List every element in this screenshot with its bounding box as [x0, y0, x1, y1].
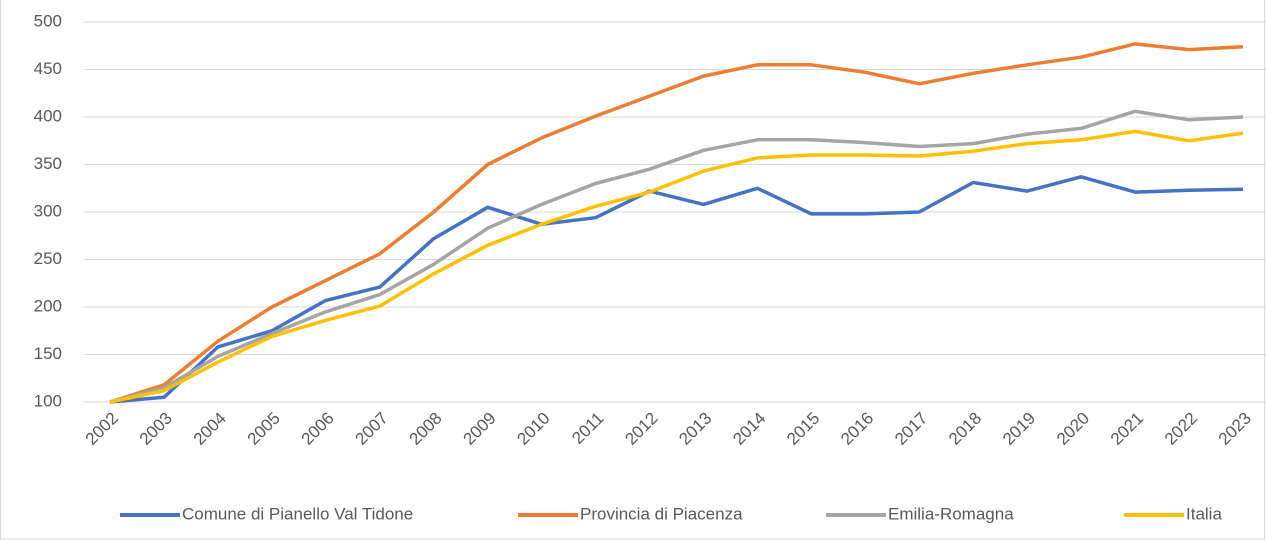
x-tick-label: 2010: [513, 409, 553, 449]
x-tick-label: 2017: [891, 409, 931, 449]
x-tick-label: 2015: [783, 409, 823, 449]
data-line: [109, 42, 1244, 404]
x-tick-label: 2020: [1053, 409, 1093, 449]
x-tick-label: 2006: [298, 409, 338, 449]
x-tick-label: 2023: [1215, 409, 1255, 449]
x-tick-label: 2016: [837, 409, 877, 449]
data-line: [109, 175, 1244, 404]
y-tick-label: 400: [34, 106, 62, 125]
x-tick-label: 2011: [568, 409, 607, 448]
data-line: [109, 109, 1244, 404]
legend-label: Provincia di Piacenza: [580, 504, 743, 523]
x-tick-label: 2003: [136, 409, 176, 449]
y-tick-label: 100: [34, 391, 62, 410]
y-tick-label: 350: [34, 154, 62, 173]
x-tick-label: 2019: [999, 409, 1039, 449]
x-tick-label: 2018: [945, 409, 985, 449]
x-tick-label: 2007: [352, 409, 392, 449]
y-tick-label: 500: [34, 11, 62, 30]
data-line: [109, 129, 1244, 404]
x-tick-label: 2009: [459, 409, 499, 449]
x-tick-label: 2014: [729, 409, 769, 449]
x-tick-label: 2012: [621, 409, 661, 449]
x-tick-label: 2022: [1161, 409, 1201, 449]
legend-label: Emilia-Romagna: [888, 504, 1014, 523]
y-tick-label: 250: [34, 249, 62, 268]
x-tick-label: 2013: [675, 409, 715, 449]
y-tick-label: 450: [34, 59, 62, 78]
legend-label: Italia: [1186, 504, 1222, 523]
y-tick-label: 300: [34, 201, 62, 220]
x-tick-label: 2008: [406, 409, 446, 449]
x-tick-label: 2005: [244, 409, 284, 449]
legend-label: Comune di Pianello Val Tidone: [182, 504, 413, 523]
y-tick-label: 150: [34, 344, 62, 363]
x-tick-label: 2004: [190, 409, 230, 449]
x-tick-label: 2002: [82, 409, 122, 449]
y-tick-label: 200: [34, 296, 62, 315]
x-tick-label: 2021: [1107, 409, 1147, 449]
